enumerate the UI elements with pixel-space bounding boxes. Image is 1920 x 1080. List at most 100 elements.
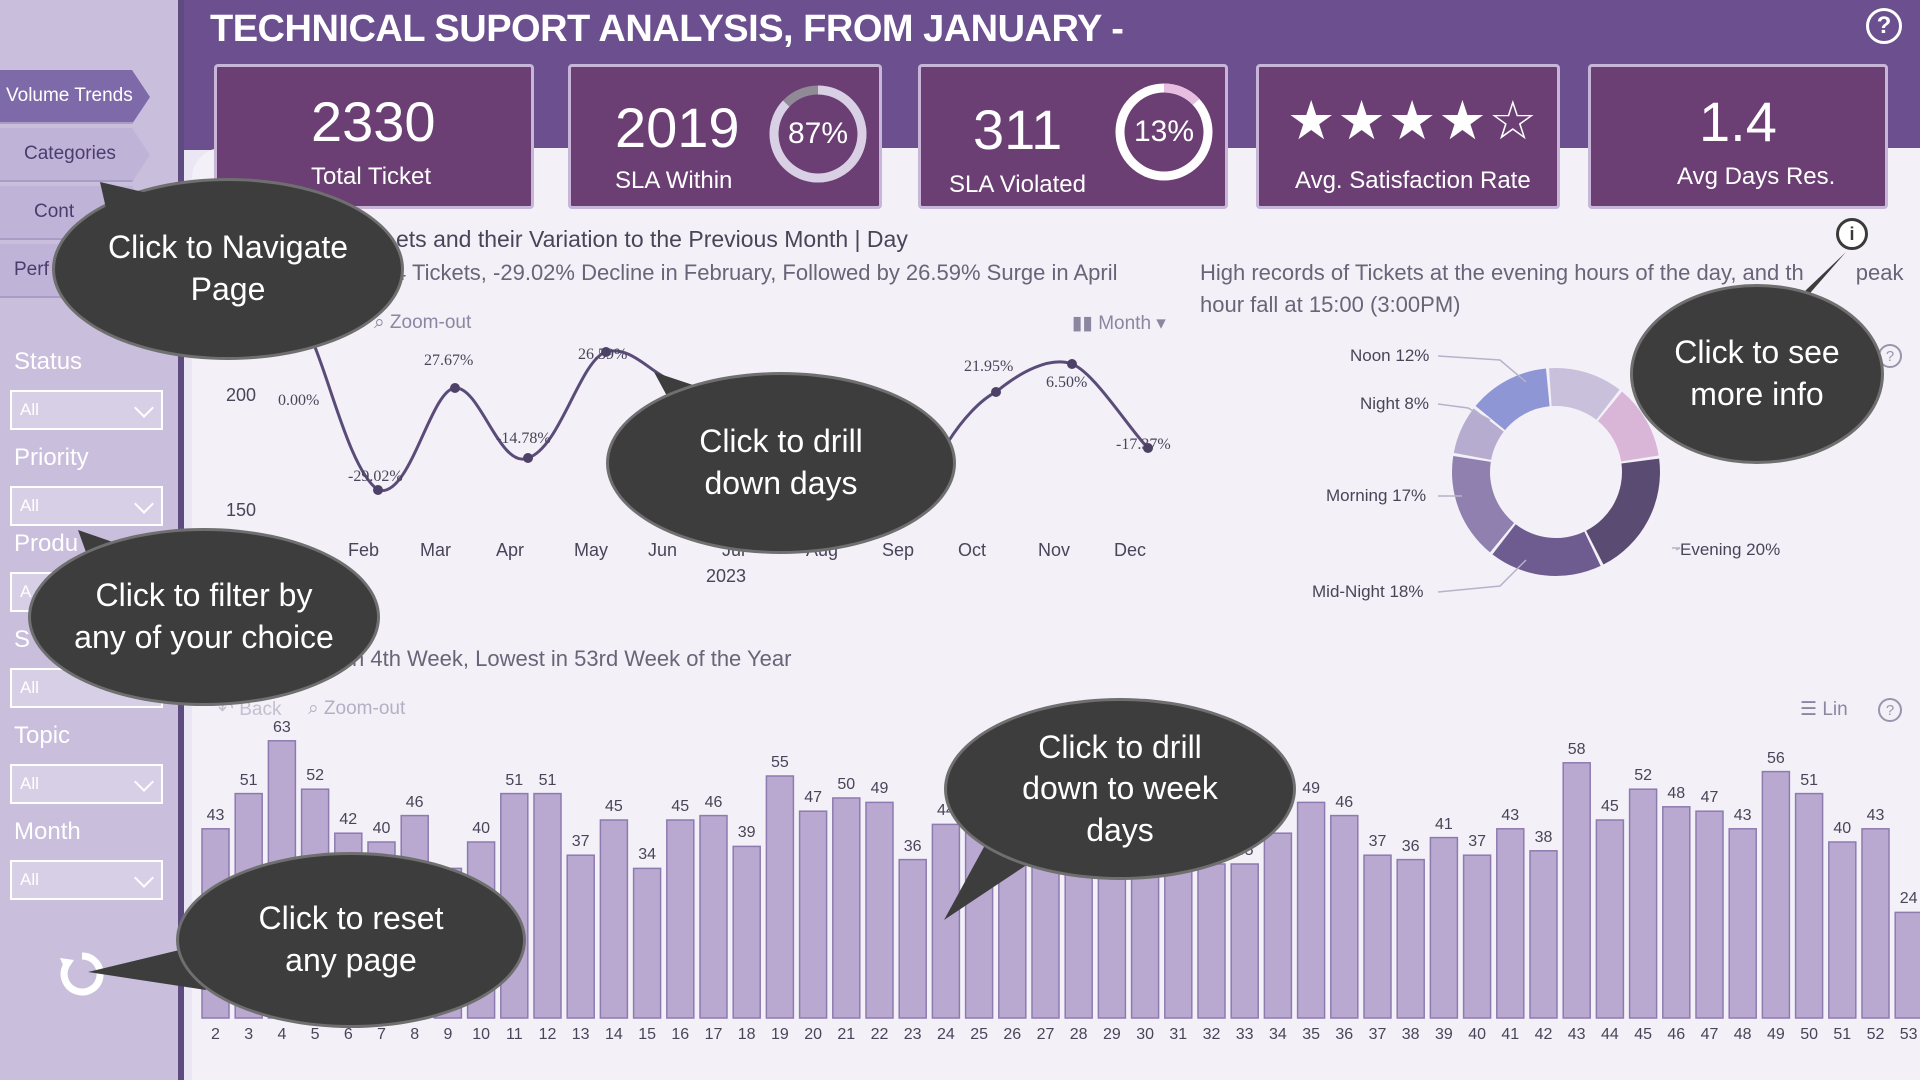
week-bar-42[interactable] (1529, 850, 1558, 1019)
week-tick: 49 (1766, 1026, 1785, 1043)
callout-drill-week: Click to drill down to week days (944, 698, 1296, 880)
week-bar-17[interactable] (699, 814, 728, 1019)
donut-label-midnight: Mid-Night 18% (1312, 582, 1424, 601)
week-tick: 46 (1667, 1026, 1686, 1043)
callout-navigate-text: Click to Navigate Page (107, 229, 349, 307)
bar-value-label: 37 (1368, 833, 1387, 851)
kpi-sla-within[interactable]: 2019 SLA Within 87% (568, 64, 882, 209)
week-bar-15[interactable] (632, 867, 662, 1019)
week-bar-45[interactable] (1628, 788, 1658, 1019)
bar-value-label: 43 (1866, 806, 1885, 824)
week-bar-43[interactable] (1562, 762, 1591, 1019)
point-label-may: 26.59% (578, 346, 628, 363)
donut-slice-6[interactable] (1475, 368, 1550, 431)
week-tick: 41 (1501, 1026, 1520, 1043)
kpi-sla-violated[interactable]: 311 SLA Violated 13% (918, 64, 1228, 209)
bar-value-label: 51 (505, 771, 524, 789)
week-bar-18[interactable] (732, 845, 761, 1019)
kpi-avg-days[interactable]: 1.4 Avg Days Res. (1588, 64, 1888, 209)
week-tick: 5 (310, 1026, 320, 1043)
topic-select[interactable]: All (10, 764, 163, 804)
weekly-legend-toggle[interactable]: ☰ Lin (1800, 698, 1848, 721)
donut-slice-4[interactable] (1452, 455, 1515, 553)
week-bar-50[interactable] (1794, 792, 1824, 1019)
week-bar-44[interactable] (1595, 819, 1625, 1019)
priority-select-value: All (20, 496, 39, 515)
week-tick: 8 (410, 1026, 420, 1043)
week-bar-38[interactable] (1396, 858, 1425, 1019)
week-bar-34[interactable] (1263, 832, 1293, 1019)
week-bar-20[interactable] (798, 810, 828, 1019)
weekly-zoom-out[interactable]: ⌕ Zoom-out (308, 698, 405, 720)
week-bar-22[interactable] (865, 801, 894, 1019)
callout-info-text: Click to see more info (1674, 334, 1840, 412)
status-select[interactable]: All (10, 390, 163, 430)
info-icon[interactable]: i (1836, 218, 1868, 250)
week-bar-19[interactable] (765, 775, 795, 1019)
month-select[interactable]: All (10, 860, 163, 900)
week-bar-25[interactable] (964, 823, 994, 1019)
kpi-satisfaction[interactable]: ★★★★☆ Avg. Satisfaction Rate (1256, 64, 1560, 209)
donut-slice-5[interactable] (1453, 408, 1504, 460)
week-tick: 24 (936, 1026, 955, 1043)
week-bar-52[interactable] (1861, 828, 1890, 1019)
weekly-help-icon[interactable]: ? (1878, 698, 1902, 722)
week-bar-24[interactable] (931, 823, 961, 1019)
bar-value-label: 40 (372, 820, 391, 837)
week-tick: 33 (1235, 1026, 1254, 1043)
donut-slice-0[interactable] (1549, 368, 1620, 420)
week-tick: 15 (638, 1026, 656, 1043)
month-drill-dropdown[interactable]: ▮▮ Month ▾ (1072, 312, 1166, 335)
week-bar-47[interactable] (1695, 810, 1724, 1019)
nav-categories[interactable]: Categories (0, 128, 150, 182)
zoom-icon: ⌕ (374, 312, 390, 333)
week-bar-23[interactable] (898, 858, 927, 1019)
week-tick: 19 (770, 1026, 789, 1043)
week-bar-41[interactable] (1496, 828, 1525, 1019)
bar-value-label: 47 (1700, 789, 1719, 807)
product-select-value: A (20, 582, 32, 601)
week-bar-35[interactable] (1296, 801, 1326, 1019)
bar-value-label: 45 (604, 798, 623, 815)
week-bar-16[interactable] (666, 819, 695, 1019)
donut-slice-1[interactable] (1597, 391, 1659, 462)
kpi-total-label: Total Ticket (311, 163, 432, 190)
week-tick: 9 (443, 1026, 453, 1043)
week-bar-53[interactable] (1894, 911, 1920, 1019)
week-bar-40[interactable] (1462, 854, 1492, 1019)
week-bar-46[interactable] (1662, 806, 1691, 1019)
callout-more-info: Click to see more info (1630, 284, 1884, 464)
donut-slice-2[interactable] (1586, 458, 1660, 565)
week-tick: 10 (472, 1026, 490, 1043)
week-bar-49[interactable] (1761, 770, 1791, 1019)
weekly-chart-subtitle: n 4th Week, Lowest in 53rd Week of the Y… (352, 646, 792, 671)
bar-value-label: 37 (571, 833, 590, 851)
rating-stars: ★★★★☆ (1287, 91, 1540, 151)
kpi-total-ticket[interactable]: 2330 Total Ticket (214, 64, 534, 209)
week-bar-36[interactable] (1330, 814, 1359, 1019)
week-tick: 30 (1136, 1026, 1154, 1043)
bar-value-label: 36 (1401, 837, 1420, 855)
week-bar-39[interactable] (1429, 836, 1459, 1019)
week-bar-21[interactable] (832, 797, 861, 1019)
week-tick: 25 (970, 1026, 988, 1043)
week-bar-12[interactable] (533, 792, 562, 1019)
week-tick: 42 (1534, 1026, 1553, 1043)
week-bar-37[interactable] (1363, 854, 1392, 1019)
week-bar-48[interactable] (1728, 828, 1757, 1019)
week-tick: 4 (277, 1026, 287, 1043)
x-tick-oct: Oct (958, 540, 987, 560)
help-icon[interactable]: ? (1866, 8, 1902, 44)
week-tick: 17 (704, 1026, 723, 1043)
monthly-zoom-out[interactable]: ⌕ Zoom-out (374, 312, 471, 334)
caret-down-icon: ▾ (1151, 313, 1166, 334)
week-bar-51[interactable] (1828, 841, 1857, 1019)
week-bar-13[interactable] (566, 854, 595, 1019)
time-of-day-donut[interactable] (1446, 362, 1666, 582)
week-bar-32[interactable] (1197, 863, 1226, 1019)
week-bar-14[interactable] (599, 819, 629, 1019)
nav-volume-trends[interactable]: Volume Trends (0, 70, 150, 124)
kpi-days-label: Avg Days Res. (1677, 163, 1836, 190)
priority-select[interactable]: All (10, 486, 163, 526)
week-bar-33[interactable] (1230, 863, 1259, 1019)
